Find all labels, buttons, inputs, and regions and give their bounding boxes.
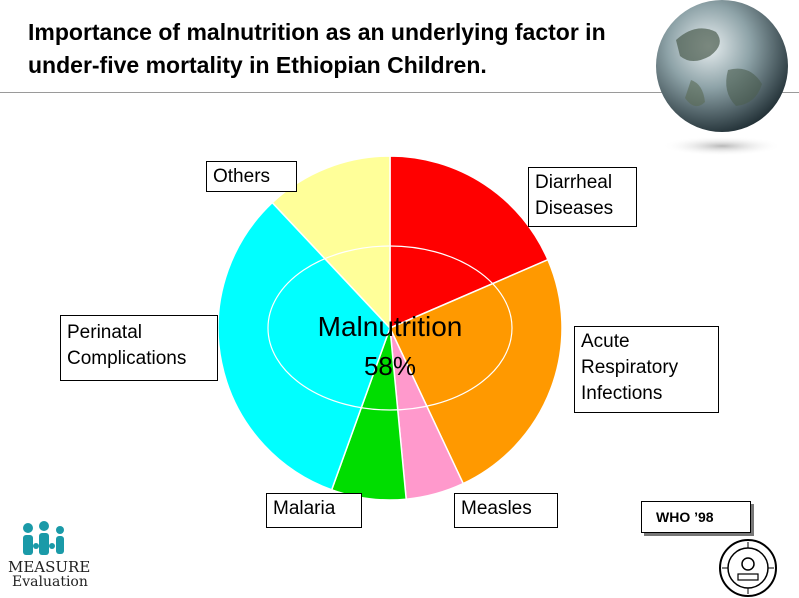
label-malaria-text: Malaria <box>273 498 336 519</box>
label-diarrheal-line1: Diarrheal <box>535 172 613 193</box>
label-diarrheal-line2: Diseases <box>535 198 614 219</box>
label-perinatal-line1: Perinatal <box>67 322 142 343</box>
globe-icon <box>656 0 788 156</box>
label-diarrheal: Diarrheal Diseases <box>528 167 637 227</box>
center-value: 58% <box>363 351 417 381</box>
malnutrition-ring <box>267 245 513 411</box>
label-others-text: Others <box>213 166 271 187</box>
source-note: WHO ’98 <box>641 501 751 533</box>
label-measles-text: Measles <box>461 498 532 519</box>
label-malaria: Malaria <box>266 493 362 528</box>
university-seal-icon <box>719 539 777 597</box>
center-label: Malnutrition <box>317 311 463 342</box>
pie-slice-perinatal-complications <box>217 201 391 491</box>
pie-slice-acute-respiratory-infections <box>388 258 563 485</box>
logo-text-evaluation: Evaluation <box>12 574 88 590</box>
label-measles: Measles <box>454 493 558 528</box>
label-ari-line1: Acute <box>581 331 630 352</box>
logo-text-measure: MEASURE <box>8 558 91 576</box>
pie-slice-diarrheal-diseases <box>389 155 549 330</box>
label-ari: Acute Respiratory Infections <box>574 326 719 413</box>
measure-logo-icon <box>23 521 64 555</box>
label-ari-line2: Respiratory <box>581 357 679 378</box>
pie-slice-others <box>271 155 391 330</box>
title-divider <box>0 92 799 93</box>
label-others: Others <box>206 161 297 192</box>
label-perinatal-line2: Complications <box>67 348 187 369</box>
slide-title: Importance of malnutrition as an underly… <box>28 19 606 78</box>
label-ari-line3: Infections <box>581 383 663 404</box>
label-perinatal: Perinatal Complications <box>60 315 218 381</box>
